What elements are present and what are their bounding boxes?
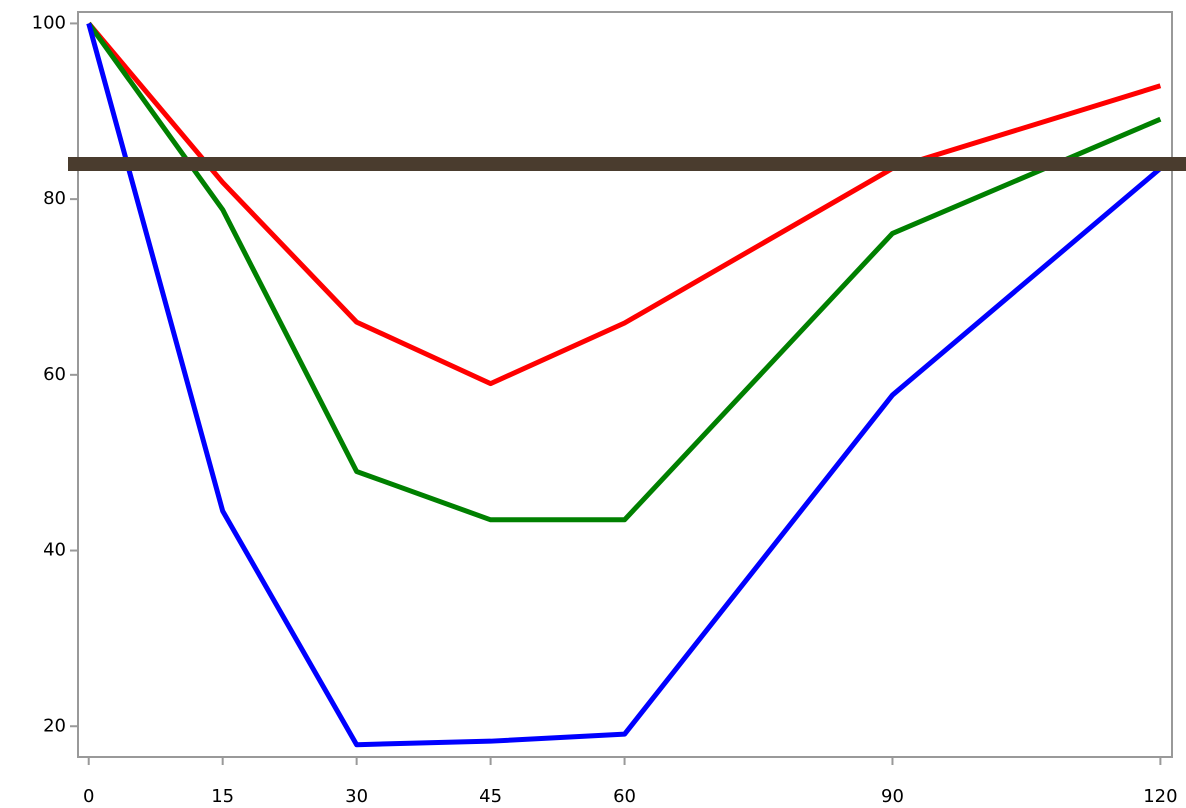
x-tick-label: 15 <box>211 786 234 807</box>
x-tick-label: 60 <box>613 786 636 807</box>
series-line <box>86 22 1163 748</box>
x-tick-label: 30 <box>345 786 368 807</box>
plot-frame <box>77 11 1173 758</box>
y-tick-label: 20 <box>43 715 66 736</box>
y-tick-label: 100 <box>32 12 66 33</box>
y-tick-label: 40 <box>43 540 66 561</box>
x-tick-label: 0 <box>83 786 94 807</box>
x-tick-label: 45 <box>479 786 502 807</box>
series-line <box>86 21 1162 387</box>
y-tick-label: 60 <box>43 364 66 385</box>
y-tick-label: 80 <box>43 188 66 209</box>
x-tick-label: 120 <box>1143 786 1177 807</box>
series-line <box>86 21 1162 523</box>
x-tick-label: 90 <box>881 786 904 807</box>
